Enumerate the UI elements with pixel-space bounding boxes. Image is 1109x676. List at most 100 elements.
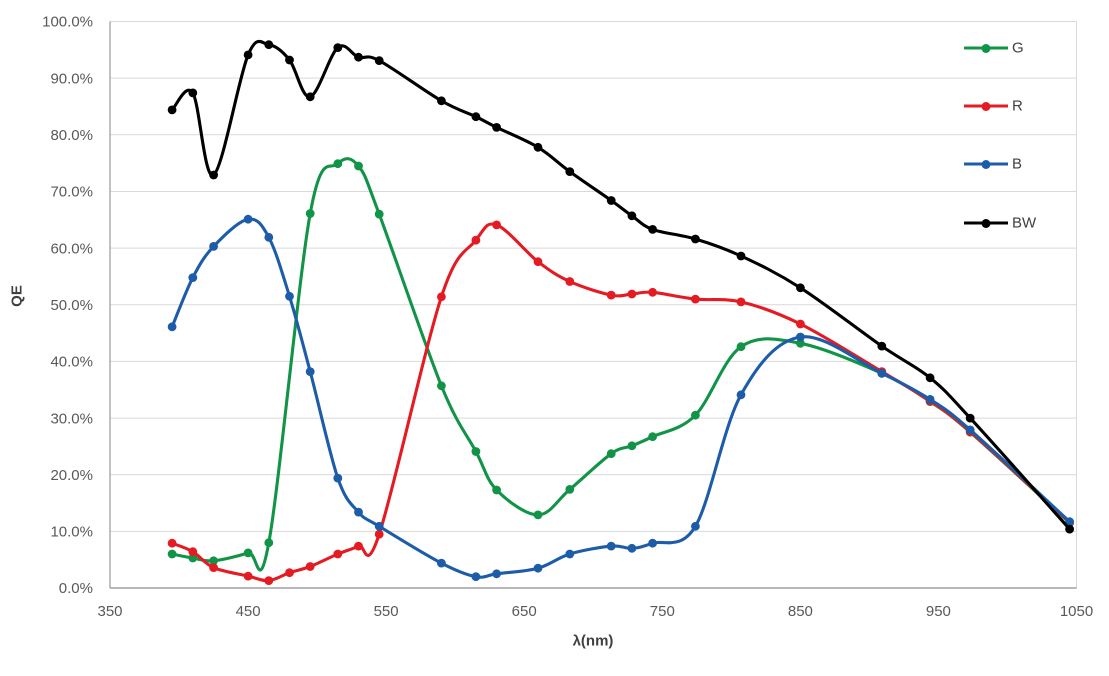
data-point-G-545nm	[374, 209, 384, 219]
data-point-B-450nm	[243, 214, 253, 224]
legend-line-marker-B	[964, 159, 1008, 169]
data-point-R-630nm	[492, 220, 501, 230]
legend-line-marker-R	[964, 101, 1008, 111]
data-point-B-728nm	[627, 543, 637, 553]
data-point-R-743nm	[648, 287, 657, 297]
data-point-B-590nm	[437, 558, 446, 568]
y-axis-title: QE	[8, 285, 26, 307]
data-point-B-807nm	[736, 390, 746, 400]
data-point-R-774nm	[691, 294, 700, 304]
data-point-R-515nm	[333, 549, 343, 559]
data-point-BW-630nm	[492, 123, 501, 132]
data-point-B-480nm	[285, 291, 294, 301]
data-point-G-630nm	[492, 485, 501, 495]
legend-item-B: B	[964, 157, 1022, 172]
data-point-G-530nm	[354, 161, 363, 171]
legend-dot-G	[981, 43, 991, 53]
data-point-BW-774nm	[691, 234, 700, 244]
data-point-B-774nm	[691, 521, 700, 531]
data-point-B-683nm	[565, 549, 575, 559]
y-tick-label-10: 10.0%	[50, 524, 93, 541]
y-tick-label-100: 100.0%	[42, 14, 93, 31]
data-point-BW-683nm	[565, 167, 575, 177]
data-point-B-944nm	[925, 395, 935, 404]
x-tick-label-1050: 1050	[1060, 603, 1093, 620]
data-point-B-410nm	[188, 273, 198, 282]
data-point-BW-909nm	[877, 341, 887, 351]
legend-item-G: G	[964, 41, 1024, 56]
data-point-R-495nm	[305, 562, 315, 571]
data-point-BW-410nm	[188, 88, 198, 98]
x-axis-title: λ(nm)	[572, 632, 614, 650]
data-point-BW-728nm	[627, 211, 637, 221]
data-point-BW-850nm	[796, 283, 805, 293]
data-point-R-545nm	[374, 529, 384, 539]
y-tick-label-30: 30.0%	[50, 410, 93, 427]
data-point-G-728nm	[627, 441, 637, 451]
data-point-G-465nm	[264, 538, 274, 548]
legend-label-BW: BW	[1012, 214, 1037, 232]
data-point-R-450nm	[243, 571, 253, 581]
data-point-B-660nm	[533, 563, 543, 573]
data-point-BW-590nm	[437, 96, 446, 106]
data-point-BW-530nm	[354, 52, 363, 62]
x-tick-label-550: 550	[374, 603, 399, 620]
data-point-B-515nm	[333, 473, 343, 483]
data-point-R-465nm	[264, 576, 274, 585]
data-point-B-630nm	[492, 569, 501, 579]
data-point-G-850nm	[796, 338, 805, 348]
data-point-BW-395nm	[167, 105, 177, 115]
y-tick-label-60: 60.0%	[50, 240, 93, 257]
data-point-R-807nm	[736, 297, 746, 307]
data-point-B-545nm	[374, 521, 384, 531]
data-point-G-774nm	[691, 410, 700, 420]
legend-dot-BW	[981, 218, 991, 228]
data-point-BW-450nm	[243, 50, 253, 60]
legend-label-R: R	[1012, 97, 1023, 115]
data-point-BW-480nm	[285, 55, 294, 65]
x-tick-label-450: 450	[236, 603, 261, 620]
data-point-BW-660nm	[533, 142, 543, 152]
series-line-B	[170, 217, 1072, 579]
data-point-B-465nm	[264, 232, 274, 242]
data-point-R-590nm	[437, 292, 446, 302]
data-point-BW-465nm	[264, 40, 274, 50]
data-point-B-909nm	[877, 368, 887, 378]
data-point-BW-515nm	[333, 43, 343, 52]
data-point-BW-944nm	[925, 373, 935, 383]
data-point-BW-425nm	[209, 170, 219, 180]
data-point-G-807nm	[736, 342, 746, 352]
legend-dot-B	[981, 159, 991, 169]
data-point-R-395nm	[167, 538, 177, 548]
x-tick-label-650: 650	[512, 603, 537, 620]
legend-item-BW: BW	[964, 216, 1036, 231]
data-point-R-615nm	[471, 235, 481, 245]
data-point-R-530nm	[354, 541, 363, 551]
legend-dot-R	[981, 101, 991, 111]
x-tick-label-850: 850	[788, 603, 813, 620]
data-point-BW-743nm	[648, 225, 657, 234]
data-point-BW-1045nm	[1065, 524, 1074, 534]
y-tick-label-0: 0.0%	[59, 580, 93, 597]
data-point-G-495nm	[305, 209, 315, 218]
data-point-G-395nm	[167, 549, 177, 559]
data-point-R-850nm	[796, 319, 805, 329]
data-point-G-450nm	[243, 548, 253, 558]
data-point-B-425nm	[209, 242, 219, 251]
y-tick-label-80: 80.0%	[50, 127, 93, 144]
data-point-R-425nm	[209, 563, 219, 572]
data-point-B-395nm	[167, 322, 177, 332]
data-point-G-425nm	[209, 556, 219, 566]
legend-line-marker-G	[964, 43, 1008, 53]
data-point-R-728nm	[627, 289, 637, 299]
legend-item-R: R	[964, 99, 1023, 114]
x-tick-label-350: 350	[97, 603, 122, 620]
y-tick-label-40: 40.0%	[50, 354, 93, 371]
data-point-G-713nm	[606, 449, 616, 459]
data-point-B-1045nm	[1065, 517, 1074, 527]
data-point-BW-713nm	[606, 196, 616, 205]
data-point-B-615nm	[471, 572, 481, 582]
series-line-R	[170, 222, 1072, 583]
data-point-R-713nm	[606, 290, 616, 300]
